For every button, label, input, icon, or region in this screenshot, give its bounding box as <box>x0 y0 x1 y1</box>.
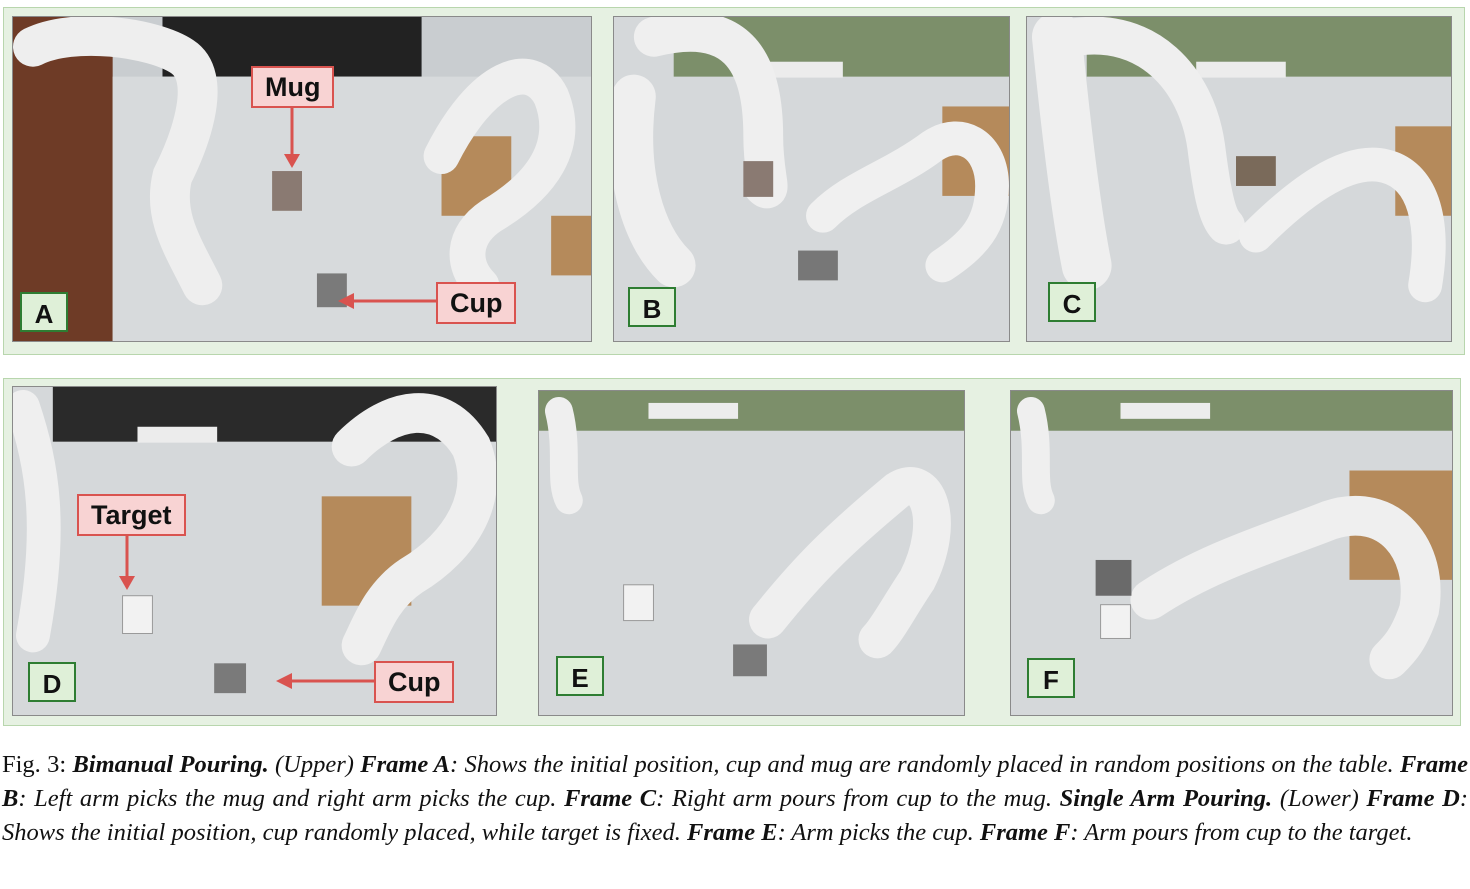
photo-frame-c <box>1026 16 1452 342</box>
frame-label-f: F <box>1027 658 1075 698</box>
photo-frame-d <box>12 386 497 716</box>
caption-frame-a-text: : Shows the initial position, cup and mu… <box>450 751 1394 778</box>
caption-title-bimanual: Bimanual Pouring. <box>72 751 269 778</box>
frame-label-d: D <box>28 662 76 702</box>
callout-target: Target <box>77 494 186 536</box>
caption-frame-e-text: : Arm picks the cup. <box>777 819 974 846</box>
caption-frame-a: Frame A <box>360 751 451 778</box>
caption-title-single: Single Arm Pouring. <box>1059 785 1273 812</box>
arrow-to-cup-a <box>338 293 438 309</box>
caption-fig-label: Fig. 3: <box>2 751 67 778</box>
caption-frame-d: Frame D <box>1366 785 1460 812</box>
frame-label-c: C <box>1048 282 1096 322</box>
caption-frame-b-text: : Left arm picks the mug and right arm p… <box>18 785 557 812</box>
caption-upper: (Upper) <box>275 751 354 778</box>
frame-label-a: A <box>20 292 68 332</box>
arrow-to-mug <box>284 106 300 168</box>
callout-cup-d: Cup <box>374 661 455 703</box>
caption-frame-f: Frame F <box>979 819 1071 846</box>
arrow-to-target <box>119 536 135 590</box>
photo-frame-b <box>613 16 1010 342</box>
caption-frame-c: Frame C <box>564 785 657 812</box>
photo-frame-e <box>538 390 965 716</box>
frame-label-b: B <box>628 287 676 327</box>
caption-frame-f-text: : Arm pours from cup to the target. <box>1070 819 1413 846</box>
caption-frame-e: Frame E <box>687 819 778 846</box>
caption-frame-d-text: : Shows the initial position, cup random… <box>2 785 1468 846</box>
caption-frame-b: Frame B <box>2 751 1469 812</box>
caption-lower: (Lower) <box>1279 785 1359 812</box>
frame-label-e: E <box>556 656 604 696</box>
callout-mug: Mug <box>251 66 335 108</box>
photo-frame-f <box>1010 390 1453 716</box>
figure-caption: Fig. 3: Bimanual Pouring. (Upper) Frame … <box>2 748 1468 850</box>
callout-cup-a: Cup <box>436 282 517 324</box>
caption-frame-c-text: : Right arm pours from cup to the mug. <box>656 785 1052 812</box>
arrow-to-cup-d <box>276 673 376 689</box>
